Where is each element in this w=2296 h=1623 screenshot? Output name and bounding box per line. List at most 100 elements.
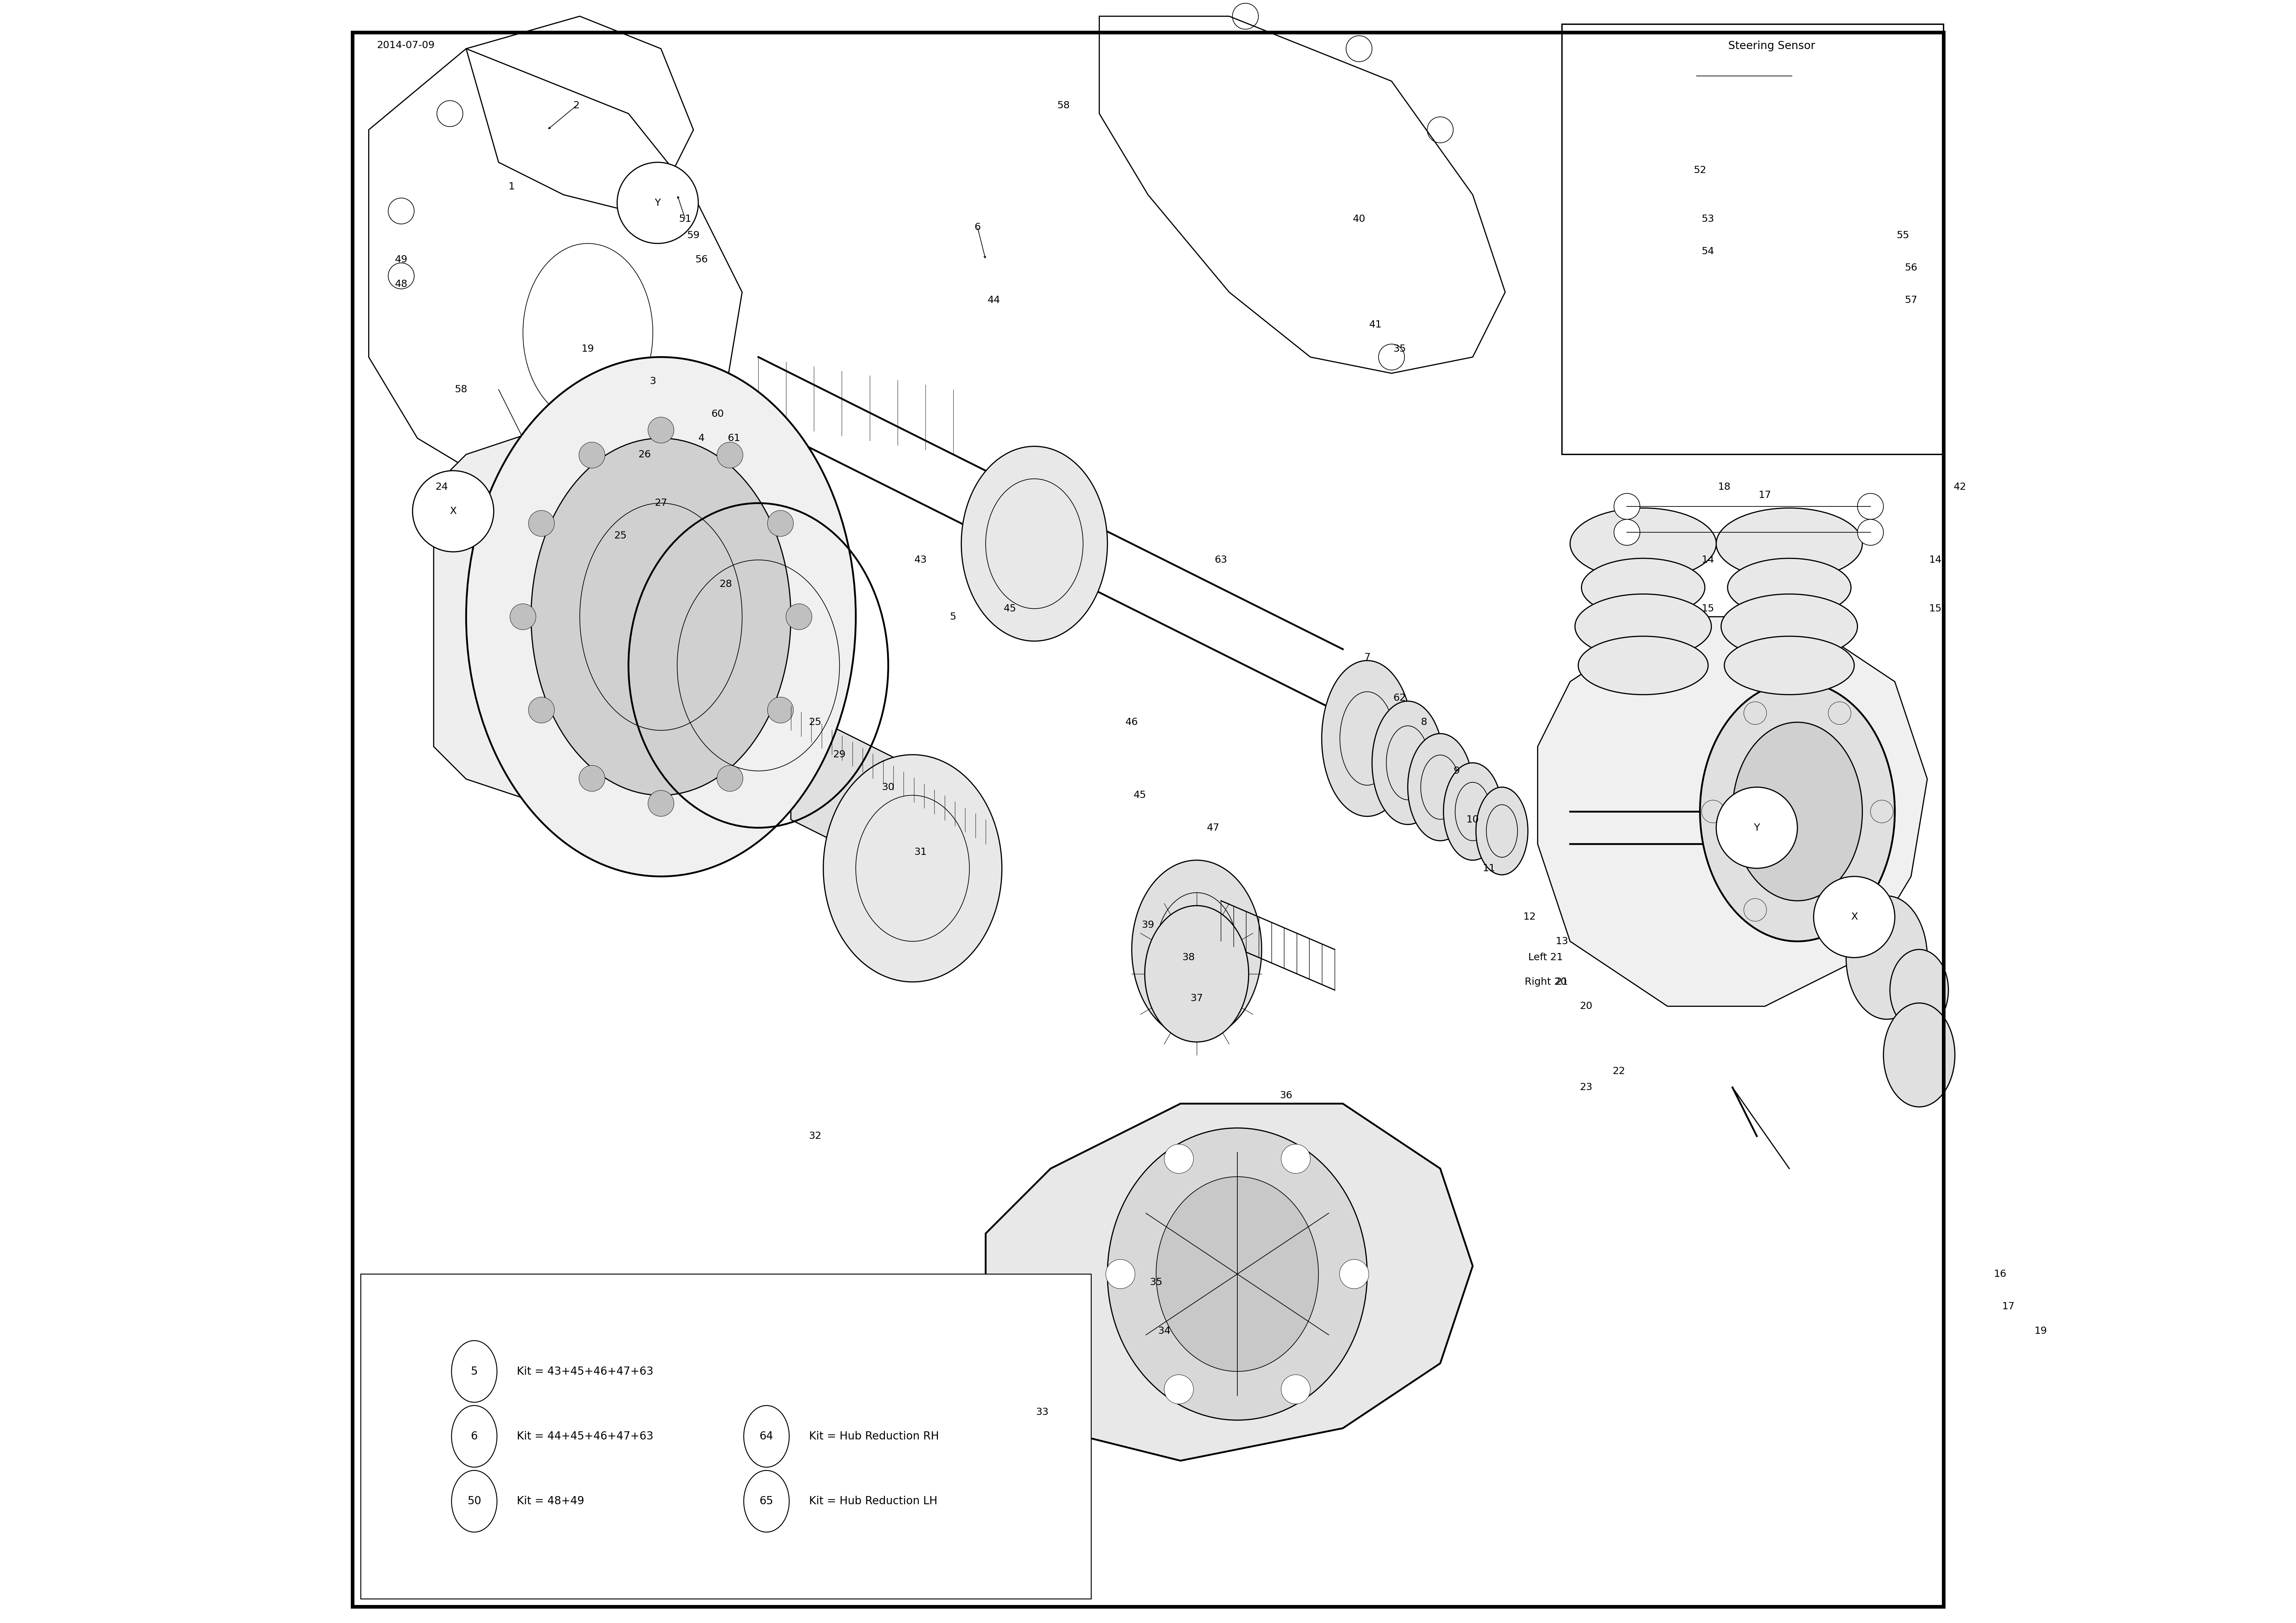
- Text: 45: 45: [1003, 604, 1017, 613]
- Ellipse shape: [466, 357, 856, 876]
- Text: 24: 24: [436, 482, 448, 492]
- Circle shape: [1281, 1144, 1311, 1173]
- Text: 45: 45: [1134, 790, 1146, 800]
- Text: Kit = 48+49: Kit = 48+49: [510, 1496, 585, 1506]
- Text: 16: 16: [1993, 1269, 2007, 1279]
- Text: 14: 14: [1929, 555, 1942, 565]
- Text: 51: 51: [680, 214, 691, 224]
- Text: 9: 9: [1453, 766, 1460, 776]
- Circle shape: [767, 511, 794, 537]
- Circle shape: [579, 766, 604, 792]
- Text: 23: 23: [1580, 1083, 1593, 1092]
- Ellipse shape: [1582, 558, 1706, 617]
- Text: 49: 49: [395, 255, 406, 265]
- Text: 53: 53: [1701, 214, 1715, 224]
- Circle shape: [618, 162, 698, 243]
- Ellipse shape: [1890, 949, 1949, 1031]
- Ellipse shape: [1671, 287, 1720, 313]
- Text: 29: 29: [833, 750, 845, 760]
- Circle shape: [1614, 519, 1639, 545]
- Text: Right 20: Right 20: [1525, 977, 1566, 987]
- Text: 56: 56: [1906, 263, 1917, 273]
- Text: 62: 62: [1394, 693, 1405, 703]
- Circle shape: [528, 511, 553, 537]
- Text: 1: 1: [507, 182, 514, 192]
- Text: 46: 46: [1125, 717, 1139, 727]
- Text: 26: 26: [638, 450, 652, 459]
- Text: 34: 34: [1157, 1326, 1171, 1336]
- Polygon shape: [434, 422, 597, 812]
- Ellipse shape: [1699, 682, 1894, 941]
- Text: 4: 4: [698, 433, 705, 443]
- Text: 50: 50: [468, 1496, 482, 1506]
- Text: Kit = Hub Reduction RH: Kit = Hub Reduction RH: [801, 1431, 939, 1441]
- Ellipse shape: [1407, 734, 1472, 841]
- Text: Steering Sensor: Steering Sensor: [1729, 41, 1816, 52]
- Text: 42: 42: [1954, 482, 1965, 492]
- Text: Y: Y: [654, 198, 661, 208]
- Text: Y: Y: [1754, 823, 1759, 833]
- Text: 25: 25: [808, 717, 822, 727]
- Ellipse shape: [1444, 763, 1502, 860]
- Text: Kit = 44+45+46+47+63: Kit = 44+45+46+47+63: [510, 1431, 654, 1441]
- Ellipse shape: [744, 1406, 790, 1467]
- Circle shape: [647, 417, 675, 443]
- Text: 54: 54: [1701, 247, 1715, 256]
- Ellipse shape: [1575, 594, 1711, 659]
- Text: 59: 59: [687, 230, 700, 240]
- Ellipse shape: [1476, 787, 1527, 875]
- Text: 19: 19: [2034, 1326, 2048, 1336]
- Text: 40: 40: [1352, 214, 1366, 224]
- Ellipse shape: [1883, 1003, 1954, 1107]
- Circle shape: [716, 441, 744, 467]
- Circle shape: [579, 441, 604, 467]
- Text: 52: 52: [1694, 166, 1706, 175]
- Text: 17: 17: [1759, 490, 1770, 500]
- Circle shape: [1339, 1259, 1368, 1289]
- Ellipse shape: [1373, 701, 1444, 824]
- Ellipse shape: [1722, 594, 1857, 659]
- Text: 31: 31: [914, 847, 928, 857]
- Ellipse shape: [452, 1470, 496, 1532]
- Ellipse shape: [1577, 636, 1708, 695]
- Text: 55: 55: [1896, 230, 1910, 240]
- Text: 35: 35: [1150, 1277, 1162, 1287]
- Ellipse shape: [1157, 1177, 1318, 1371]
- Ellipse shape: [1671, 390, 1720, 415]
- FancyBboxPatch shape: [360, 1274, 1091, 1599]
- Ellipse shape: [452, 1341, 496, 1402]
- Text: Kit = 43+45+46+47+63: Kit = 43+45+46+47+63: [510, 1367, 654, 1376]
- Text: 2014-07-09: 2014-07-09: [377, 41, 434, 50]
- Ellipse shape: [1322, 661, 1412, 816]
- Text: 2: 2: [574, 101, 579, 110]
- Text: 33: 33: [1035, 1407, 1049, 1417]
- Circle shape: [1715, 787, 1798, 868]
- Circle shape: [1614, 493, 1639, 519]
- Text: 58: 58: [455, 385, 468, 394]
- Circle shape: [1857, 493, 1883, 519]
- Text: 38: 38: [1182, 953, 1194, 962]
- Text: Left 21: Left 21: [1529, 953, 1564, 962]
- Text: 56: 56: [696, 255, 707, 265]
- Text: 32: 32: [808, 1131, 822, 1141]
- Text: 47: 47: [1208, 823, 1219, 833]
- Ellipse shape: [1132, 860, 1261, 1039]
- Text: 10: 10: [1467, 815, 1479, 824]
- Text: X: X: [450, 506, 457, 516]
- Ellipse shape: [1671, 131, 1720, 157]
- Text: 15: 15: [1701, 604, 1715, 613]
- Text: 5: 5: [951, 612, 957, 622]
- FancyBboxPatch shape: [1561, 24, 1942, 454]
- Circle shape: [1164, 1375, 1194, 1404]
- Polygon shape: [985, 1104, 1472, 1461]
- Text: 21: 21: [1557, 977, 1568, 987]
- Circle shape: [767, 698, 794, 724]
- Text: 48: 48: [395, 279, 409, 289]
- Ellipse shape: [962, 446, 1107, 641]
- Text: 18: 18: [1717, 482, 1731, 492]
- Text: 63: 63: [1215, 555, 1228, 565]
- Text: 6: 6: [471, 1431, 478, 1441]
- Text: 65: 65: [760, 1496, 774, 1506]
- Text: 57: 57: [1906, 295, 1917, 305]
- Circle shape: [528, 698, 553, 724]
